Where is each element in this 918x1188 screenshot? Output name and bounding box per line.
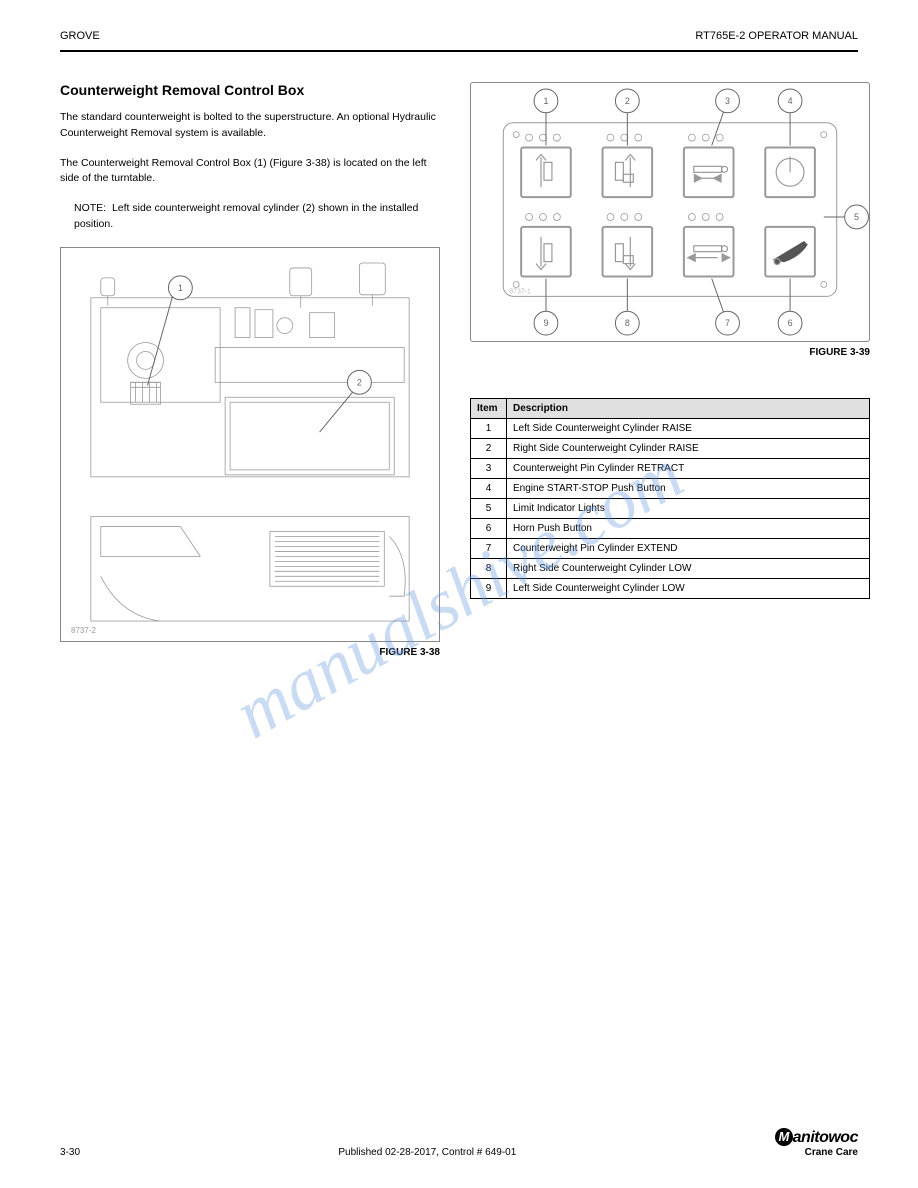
legend-desc: Limit Indicator Lights [507, 499, 870, 519]
svg-text:6: 6 [788, 318, 793, 328]
table-row: 6Horn Push Button [471, 519, 870, 539]
header-left: GROVE [60, 30, 100, 42]
legend-item: 5 [471, 499, 507, 519]
svg-text:7: 7 [725, 318, 730, 328]
table-row: 4Engine START-STOP Push Button [471, 479, 870, 499]
footer-page: 3-30 [60, 1147, 80, 1158]
callout-1: 1 [178, 282, 183, 292]
legend-desc: Left Side Counterweight Cylinder RAISE [507, 419, 870, 439]
legend-item: 9 [471, 579, 507, 599]
figure-39-caption: FIGURE 3-39 [470, 347, 870, 358]
legend-item: 2 [471, 439, 507, 459]
svg-text:8737-1: 8737-1 [509, 288, 531, 295]
legend-item: 1 [471, 419, 507, 439]
legend-item: 6 [471, 519, 507, 539]
table-row: 2Right Side Counterweight Cylinder RAISE [471, 439, 870, 459]
table-row: 8Right Side Counterweight Cylinder LOW [471, 559, 870, 579]
paragraph-2: The Counterweight Removal Control Box (1… [60, 156, 440, 188]
table-row: 7Counterweight Pin Cylinder EXTEND [471, 539, 870, 559]
table-row: 5Limit Indicator Lights [471, 499, 870, 519]
legend-desc: Counterweight Pin Cylinder RETRACT [507, 459, 870, 479]
figure-38-ref: 8737-2 [71, 626, 96, 635]
legend-item: 7 [471, 539, 507, 559]
svg-text:5: 5 [854, 212, 859, 222]
svg-text:3: 3 [725, 96, 730, 106]
legend-desc: Counterweight Pin Cylinder EXTEND [507, 539, 870, 559]
legend-desc: Engine START-STOP Push Button [507, 479, 870, 499]
note-paragraph: NOTE: Left side counterweight removal cy… [74, 201, 440, 233]
svg-text:4: 4 [788, 96, 793, 106]
svg-text:1: 1 [543, 96, 548, 106]
paragraph-1: The standard counterweight is bolted to … [60, 110, 440, 142]
figure-38: 1 2 8737-2 [60, 247, 440, 642]
table-row: 9Left Side Counterweight Cylinder LOW [471, 579, 870, 599]
callout-2: 2 [357, 377, 362, 387]
section-heading: Counterweight Removal Control Box [60, 82, 440, 98]
legend-item: 4 [471, 479, 507, 499]
svg-text:2: 2 [625, 96, 630, 106]
table-row: 1Left Side Counterweight Cylinder RAISE [471, 419, 870, 439]
header-right: RT765E-2 OPERATOR MANUAL [695, 30, 858, 42]
footer-pub: Published 02-28-2017, Control # 649-01 [338, 1147, 516, 1158]
legend-table: Item Description 1Left Side Counterweigh… [470, 398, 870, 599]
legend-desc: Right Side Counterweight Cylinder RAISE [507, 439, 870, 459]
legend-header-desc: Description [507, 399, 870, 419]
legend-item: 8 [471, 559, 507, 579]
figure-39: 1 2 3 4 5 9 8 [470, 82, 870, 342]
svg-text:9: 9 [543, 318, 548, 328]
legend-desc: Horn Push Button [507, 519, 870, 539]
legend-desc: Right Side Counterweight Cylinder LOW [507, 559, 870, 579]
svg-text:8: 8 [625, 318, 630, 328]
legend-item: 3 [471, 459, 507, 479]
table-row: 3Counterweight Pin Cylinder RETRACT [471, 459, 870, 479]
figure-38-caption: FIGURE 3-38 [60, 647, 440, 658]
legend-header-item: Item [471, 399, 507, 419]
legend-desc: Left Side Counterweight Cylinder LOW [507, 579, 870, 599]
footer-logo: Manitowoc Crane Care [775, 1128, 858, 1158]
